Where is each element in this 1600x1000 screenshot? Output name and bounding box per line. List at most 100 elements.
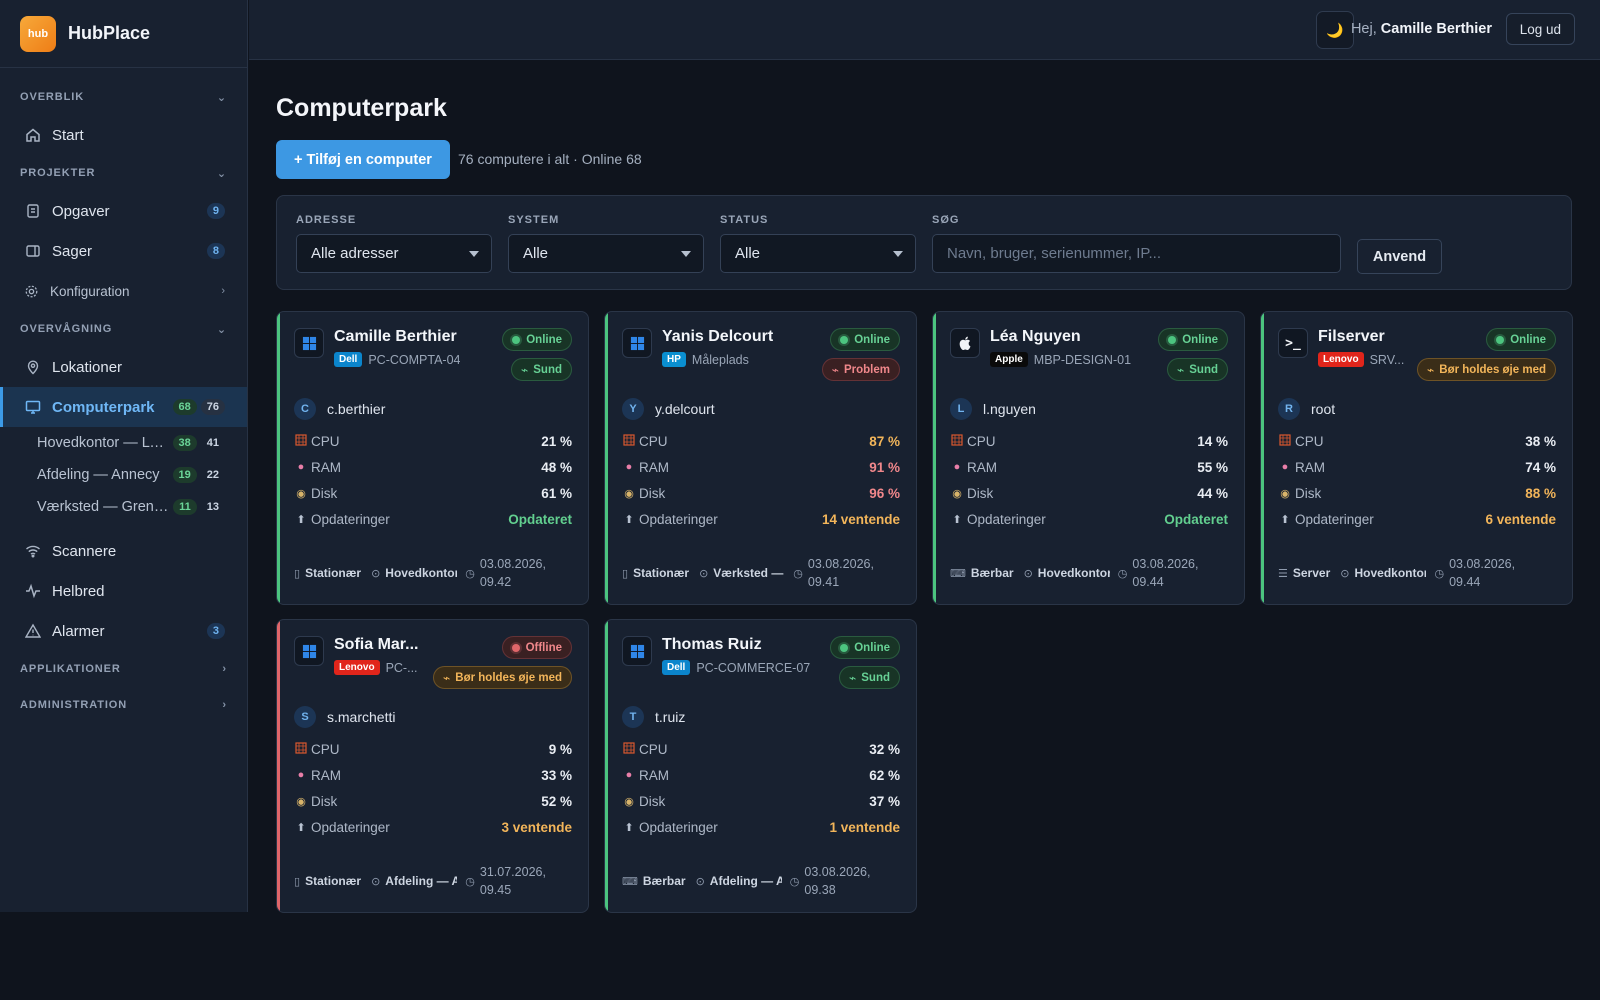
computer-card[interactable]: Camille Berthier Dell PC-COMPTA-04 Onlin… [276,311,589,605]
metric-value: 21 % [541,433,572,449]
avatar: R [1278,398,1300,420]
nav-opgaver[interactable]: Opgaver 9 [0,191,247,231]
health-badge: ⌁ Bør holdes øje med [433,666,572,689]
select-value: Alle [735,245,761,262]
desktop-icon: ▯ [294,567,301,580]
username: s.marchetti [327,709,396,725]
status-badge: Online [1486,328,1556,351]
section-administration[interactable]: ADMINISTRATION › [0,687,247,723]
cpu-icon [294,741,308,757]
metric-ram: ● RAM 48 % [294,457,572,477]
add-computer-button[interactable]: + Tilføj en computer [276,140,450,179]
computer-name[interactable]: Yanis Delcourt [662,328,774,345]
server-icon: ☰ [1278,567,1288,580]
metric-cpu: CPU 87 % [622,431,900,451]
metric-value: 87 % [869,433,900,449]
computer-card[interactable]: Thomas Ruiz Dell PC-COMMERCE-07 Online ⌁… [604,619,917,913]
nav-konfiguration[interactable]: Konfiguration › [0,271,247,311]
subnav-label: Værksted — Grenoble [37,499,170,515]
computer-name[interactable]: Camille Berthier [334,328,457,345]
computer-model: Måleplads [691,352,749,367]
computer-model: PC-... [385,660,418,675]
metric-disk: ◉ Disk 37 % [622,791,900,811]
metric-label: CPU [1295,433,1324,449]
section-applikationer[interactable]: APPLIKATIONER › [0,651,247,687]
chevron-right-icon: › [221,285,225,297]
computer-card[interactable]: Yanis Delcourt HP Måleplads Online ⌁ Pro… [604,311,917,605]
computer-card[interactable]: Léa Nguyen Apple MBP-DESIGN-01 Online ⌁ … [932,311,1245,605]
avatar: L [950,398,972,420]
theme-toggle-button[interactable]: 🌙 [1316,11,1354,49]
status-text: Online [1182,333,1218,346]
computer-meta: Dell PC-COMPTA-04 [334,352,460,367]
brand[interactable]: hub HubPlace [0,0,247,68]
section-overvaagning[interactable]: OVERVÅGNING ⌄ [0,311,247,347]
computer-card[interactable]: >_ Filserver Lenovo SRV... Online ⌁ Bør … [1260,311,1573,605]
computer-summary: 76 computere i alt · Online 68 [458,151,642,167]
metric-disk: ◉ Disk 44 % [950,483,1228,503]
clock-icon: ◷ [1117,567,1128,580]
disk-icon: ◉ [1280,487,1290,500]
system-select[interactable]: Alle [508,234,704,273]
metric-label: RAM [1295,459,1325,475]
computer-name[interactable]: Sofia Mar... [334,636,419,653]
assigned-user: S s.marchetti [294,706,395,728]
count-badge: 9 [206,203,225,219]
nav-sager[interactable]: Sager 8 [0,231,247,271]
search-input[interactable] [932,234,1341,273]
status-text: Online [854,333,890,346]
address-select[interactable]: Alle adresser [296,234,492,273]
nav-scannere[interactable]: Scannere [0,531,247,571]
assigned-user: T t.ruiz [622,706,685,728]
status-badge: Online [830,328,900,351]
computer-card[interactable]: Sofia Mar... Lenovo PC-... Offline ⌁ Bør… [276,619,589,913]
metric-value: 37 % [869,793,900,809]
nav-helbred[interactable]: Helbred [0,571,247,611]
pulse-icon: ⌁ [1427,362,1435,377]
total-count-badge: 41 [206,437,219,449]
nav-start[interactable]: Start [0,115,247,155]
count-badge: 8 [206,243,225,259]
cpu-icon [950,433,964,449]
computer-name[interactable]: Thomas Ruiz [662,636,762,653]
subnav-item[interactable]: Hovedkontor — Lyon 38 41 [0,427,247,459]
ticket-icon [24,242,42,260]
username: c.berthier [327,401,386,417]
windows-icon [622,328,652,358]
metric-label: RAM [639,459,669,475]
filter-label: ADRESSE [296,214,357,226]
metric-cpu: CPU 38 % [1278,431,1556,451]
metric-disk: ◉ Disk 96 % [622,483,900,503]
computer-name[interactable]: Filserver [1318,328,1385,345]
section-label: APPLIKATIONER [20,663,121,675]
username: y.delcourt [655,401,715,417]
nav-computerpark[interactable]: Computerpark 68 76 [0,387,247,427]
arrow-up-icon: ⬆ [296,821,306,834]
subnav-label: Hovedkontor — Lyon [37,435,169,451]
metric-disk: ◉ Disk 52 % [294,791,572,811]
device-location: Afdeling — A [385,874,458,888]
map-pin-icon: ⊙ [371,567,381,580]
laptop-icon: ⌨ [950,567,966,580]
subnav-item[interactable]: Værksted — Grenoble 11 13 [0,491,247,523]
avatar: T [622,706,644,728]
metric-label: RAM [967,459,997,475]
app-name: HubPlace [68,23,151,43]
nav-alarmer[interactable]: Alarmer 3 [0,611,247,651]
status-select[interactable]: Alle [720,234,916,273]
section-projekter[interactable]: PROJEKTER ⌄ [0,155,247,191]
nav-lokationer[interactable]: Lokationer [0,347,247,387]
metric-label: Disk [967,485,994,501]
computer-name[interactable]: Léa Nguyen [990,328,1081,345]
subnav-item[interactable]: Afdeling — Annecy 19 22 [0,459,247,491]
device-location: Hovedkontor — [1354,566,1427,580]
apply-button[interactable]: Anvend [1357,239,1442,274]
desktop-icon: ▯ [294,875,301,888]
logout-button[interactable]: Log ud [1505,13,1575,45]
warning-icon [24,622,42,640]
home-icon [24,126,42,144]
section-overblik[interactable]: OVERBLIK ⌄ [0,79,247,115]
clock-icon: ◷ [793,567,803,580]
device-location: Hovedkontor – [1037,566,1110,580]
total-count-badge: 76 [200,399,225,415]
